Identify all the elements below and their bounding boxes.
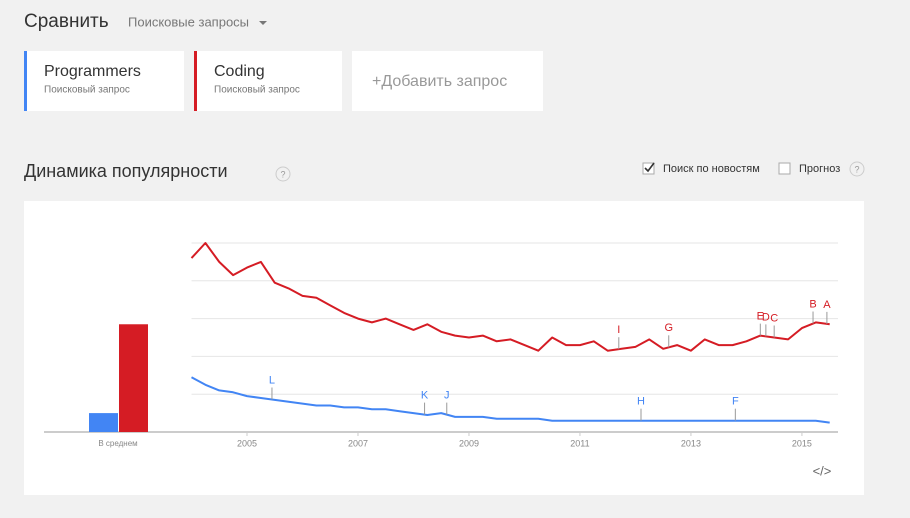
x-tick-label: 2015 bbox=[792, 438, 812, 448]
card bbox=[194, 51, 342, 111]
x-tick-label: 2005 bbox=[237, 438, 257, 448]
term-type: Поисковый запрос bbox=[214, 85, 300, 96]
series-line bbox=[190, 242, 830, 352]
embed-button[interactable]: </> bbox=[813, 463, 832, 478]
annotation-letter[interactable]: J bbox=[444, 390, 450, 402]
add-term[interactable]: +Добавить запрос bbox=[372, 73, 507, 90]
page-title: Сравнить bbox=[24, 11, 109, 32]
checkmark[interactable] bbox=[644, 162, 655, 173]
dropdown-arrow[interactable] bbox=[259, 21, 267, 25]
term-type: Поисковый запрос bbox=[44, 85, 130, 96]
x-tick-label: 2007 bbox=[348, 438, 368, 448]
annotation-letter[interactable]: I bbox=[617, 324, 620, 336]
card bbox=[24, 51, 184, 111]
annotation-letter[interactable]: F bbox=[732, 396, 739, 408]
card-accent bbox=[24, 51, 27, 111]
average-label: В среднем bbox=[98, 439, 137, 448]
x-tick-label: 2013 bbox=[681, 438, 701, 448]
annotation-letter[interactable]: H bbox=[637, 396, 645, 408]
option-label[interactable]: Поиск по новостям bbox=[663, 163, 760, 175]
dropdown[interactable]: Поисковые запросы bbox=[128, 14, 249, 29]
term-card[interactable]: Coding Поисковый запрос bbox=[194, 51, 342, 111]
help-icon[interactable] bbox=[849, 161, 865, 177]
annotation-letter[interactable]: B bbox=[809, 298, 816, 310]
term-card[interactable]: Programmers Поисковый запрос bbox=[24, 51, 184, 111]
annotation-letter[interactable]: A bbox=[823, 299, 831, 311]
term-name: Programmers bbox=[44, 63, 141, 80]
add-term-card[interactable] bbox=[352, 51, 543, 111]
annotation-letter[interactable]: G bbox=[664, 322, 673, 334]
average-bar bbox=[89, 413, 118, 432]
term-name: Coding bbox=[214, 63, 265, 80]
annotation-letter[interactable]: E bbox=[757, 311, 764, 323]
section-title: Динамика популярности bbox=[24, 161, 228, 181]
annotation-letter[interactable]: C bbox=[770, 312, 778, 324]
annotation-letter[interactable]: K bbox=[421, 390, 429, 402]
card-accent bbox=[194, 51, 197, 111]
x-tick-label: 2011 bbox=[570, 438, 589, 448]
annotation-letter[interactable]: D bbox=[762, 311, 770, 323]
annotation-letter[interactable]: L bbox=[269, 374, 275, 386]
x-tick-label: 2009 bbox=[459, 438, 479, 448]
average-bar bbox=[119, 324, 148, 432]
checkbox[interactable] bbox=[642, 162, 655, 175]
chart-panel bbox=[24, 201, 864, 495]
option-label[interactable]: Прогноз bbox=[799, 163, 840, 175]
series-line bbox=[191, 376, 830, 424]
help-icon[interactable] bbox=[275, 166, 291, 182]
checkbox[interactable] bbox=[778, 162, 791, 175]
help-icon-text[interactable]: ? bbox=[280, 169, 285, 179]
help-icon-text[interactable]: ? bbox=[854, 164, 859, 174]
